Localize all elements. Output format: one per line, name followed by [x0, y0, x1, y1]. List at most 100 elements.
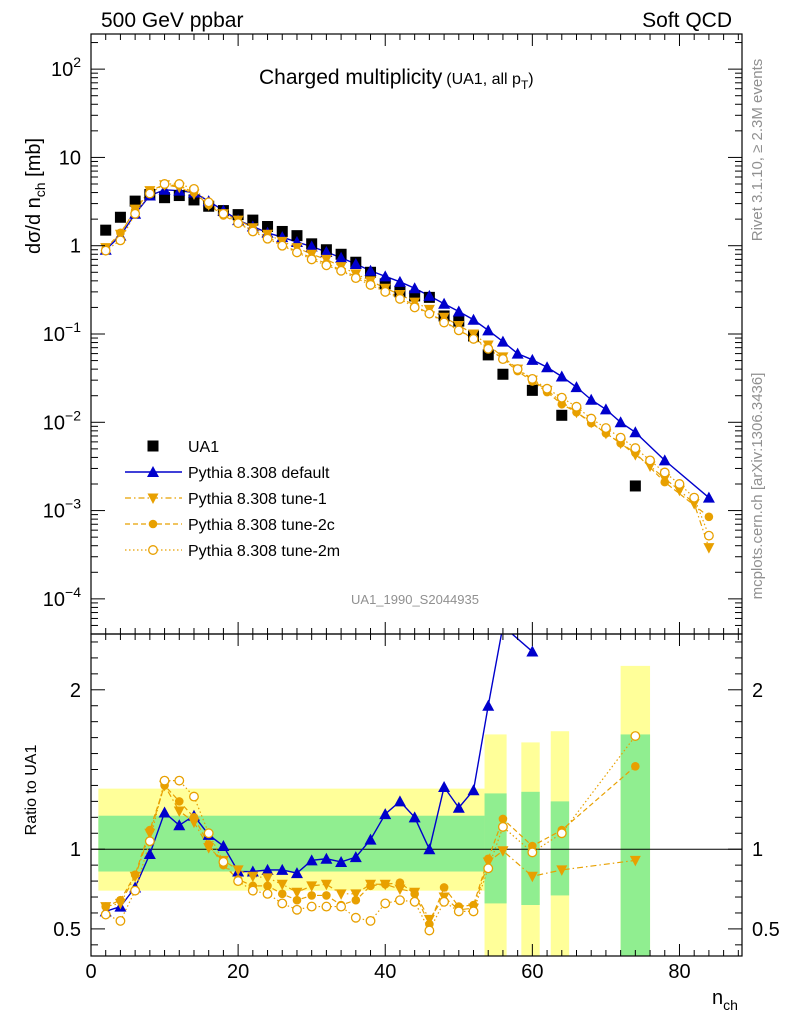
- ratio-y-tick-label-right: 1: [752, 839, 763, 861]
- ratio-ylabel: Ratio to UA1: [23, 745, 40, 836]
- ratio-point-s2: [116, 895, 125, 905]
- ratio-point-s2: [322, 891, 331, 900]
- main-point-s4: [144, 188, 155, 199]
- ratio-plot: 0 20 40 60 80 0.5 0.5 1 1 2 2 Ratio to UA1 nch: [23, 633, 780, 1013]
- ratio-y-tick-label: 0.5: [53, 919, 81, 941]
- ratio-point-s2: [498, 814, 508, 824]
- ratio-x-tick-label: 0: [85, 961, 96, 983]
- ratio-point-s2: [130, 870, 140, 880]
- main-point-s1: [335, 251, 348, 263]
- ratio-point-s1: [497, 846, 509, 857]
- main-point-s4: [100, 245, 111, 256]
- main-point-s4: [439, 317, 450, 328]
- ratio-x-tick-label: 40: [374, 961, 396, 983]
- main-point-s1: [511, 347, 524, 359]
- main-point-s1: [629, 426, 642, 438]
- ratio-point-s2: [101, 902, 111, 911]
- ratio-point-s0: [290, 867, 303, 879]
- ratio-point-s0: [320, 852, 333, 864]
- main-point-s4: [600, 423, 611, 434]
- main-point-s4: [130, 208, 141, 219]
- ratio-point-s3: [262, 888, 273, 899]
- ratio-y-tick-label: 1: [70, 839, 81, 861]
- ratio-point-s0: [349, 851, 362, 863]
- main-point-s1: [423, 289, 436, 301]
- main-y-tick-label: 10−2: [43, 407, 81, 434]
- ratio-point-s1: [394, 884, 406, 896]
- main-point-s1: [467, 313, 480, 325]
- ratio-point-s0: [526, 645, 539, 657]
- ratio-point-s3: [394, 895, 405, 906]
- ratio-point-s3: [483, 863, 494, 874]
- main-point-s4: [703, 530, 714, 541]
- ratio-plot-frame: [90, 633, 743, 957]
- main-point-s2: [703, 543, 715, 554]
- ratio-point-s2: [380, 879, 390, 889]
- main-point-s4: [483, 343, 494, 354]
- main-point-s4: [174, 179, 185, 189]
- main-point-s0: [129, 195, 141, 207]
- ratio-point-s3: [277, 898, 288, 909]
- ratio-point-s1: [335, 889, 347, 900]
- main-point-s1: [364, 264, 377, 276]
- ratio-point-s1: [306, 881, 318, 892]
- legend-marker: [147, 440, 159, 452]
- main-point-s0: [497, 368, 509, 380]
- main-plot: 102 10 1 10−1 10−2 10−3 10−4 Charged multiplic…: [23, 33, 743, 635]
- main-point-s3: [116, 228, 125, 238]
- ratio-point-s2: [351, 895, 361, 905]
- main-point-s1: [349, 258, 362, 270]
- main-point-s1: [408, 282, 421, 294]
- ratio-point-s3: [380, 898, 391, 909]
- main-point-s4: [159, 179, 170, 189]
- main-point-s1: [541, 361, 554, 373]
- main-point-s1: [482, 324, 495, 336]
- main-point-s0: [100, 224, 112, 236]
- ratio-point-s2: [277, 889, 287, 899]
- ratio-point-s0: [408, 811, 421, 823]
- main-point-s1: [702, 491, 715, 503]
- main-point-s4: [218, 208, 229, 219]
- main-point-s0: [526, 384, 538, 396]
- main-point-s4: [365, 279, 376, 290]
- ratio-point-s0: [217, 840, 230, 852]
- ratio-point-s2: [307, 891, 316, 900]
- ratio-point-s1: [232, 865, 244, 876]
- main-point-s4: [424, 308, 435, 319]
- main-point-s4: [453, 325, 464, 336]
- main-point-s1: [438, 297, 451, 309]
- ratio-point-s3: [130, 885, 141, 896]
- main-y-tick-label: 1: [70, 236, 81, 258]
- main-point-s4: [115, 235, 126, 246]
- ratio-point-s2: [631, 762, 640, 771]
- ratio-point-s3: [630, 731, 641, 741]
- ratio-point-s3: [159, 775, 170, 786]
- ratio-point-s3: [350, 912, 361, 923]
- uncertainty-band-green: [620, 734, 651, 956]
- ratio-point-s1: [291, 887, 303, 899]
- ratio-point-s3: [556, 828, 567, 839]
- ratio-point-s0: [482, 699, 495, 711]
- header-right: Soft QCD: [642, 9, 732, 32]
- main-point-s4: [292, 247, 302, 258]
- main-point-s4: [380, 286, 391, 297]
- main-point-s3: [660, 477, 670, 487]
- main-point-s4: [409, 302, 420, 313]
- main-point-s0: [262, 221, 274, 233]
- ratio-point-s1: [276, 879, 288, 891]
- main-point-s1: [496, 335, 509, 347]
- legend-marker: [147, 493, 159, 504]
- main-point-s4: [336, 265, 347, 276]
- ratio-point-s0: [423, 843, 436, 855]
- ratio-x-tick-label: 20: [227, 961, 249, 983]
- ratio-point-s1: [350, 889, 362, 900]
- main-point-s4: [233, 218, 244, 229]
- ratio-point-s2: [189, 813, 199, 822]
- main-point-s1: [320, 245, 333, 257]
- uncertainty-band-green: [550, 801, 570, 896]
- main-point-s4: [247, 226, 258, 237]
- main-y-tick-label: 10−4: [43, 584, 81, 611]
- ratio-point-s3: [233, 876, 244, 887]
- ratio-point-s2: [204, 840, 213, 849]
